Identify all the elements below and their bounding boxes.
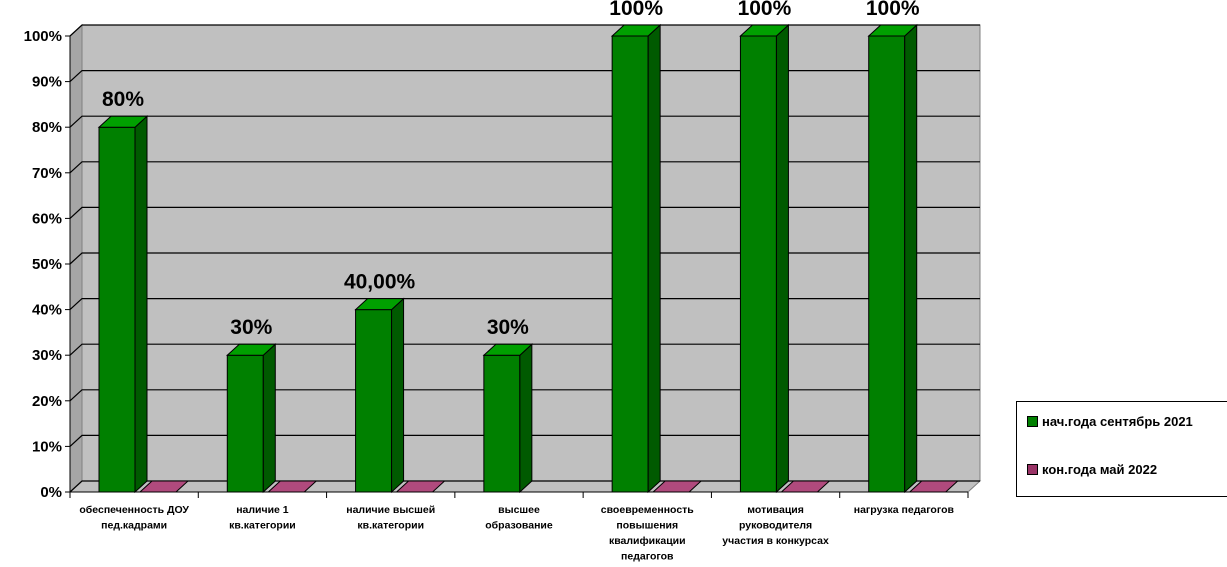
bar-series1-2 <box>354 297 405 494</box>
bar-series2-1 <box>267 480 318 493</box>
bar-series1-0 <box>97 115 149 494</box>
bar-series1-6-face <box>867 24 918 37</box>
data-label-series1-3: 30% <box>487 316 529 339</box>
bar-series1-5-face <box>739 35 777 493</box>
bar-series2-0-face <box>138 480 190 493</box>
data-label-series1-5: 100% <box>738 0 792 20</box>
legend-item-series-1: нач.года сентябрь 2021 <box>1027 414 1193 429</box>
bar-series1-0-face <box>98 126 136 493</box>
bar-series1-5-face <box>775 23 789 494</box>
x-category-label: пед.кадрами <box>101 520 167 532</box>
bar-series1-3-face <box>483 354 521 493</box>
bar-series1-4-face <box>610 24 662 37</box>
gridline <box>69 434 980 447</box>
data-label-series1-6: 100% <box>866 0 920 20</box>
bar-series2-4 <box>651 480 703 493</box>
bar-series2-0 <box>138 480 190 493</box>
bar-series1-5-face <box>739 24 790 37</box>
bar-series1-1-face <box>262 343 276 494</box>
bar-series2-2-face <box>395 480 446 493</box>
y-tick-label: 50% <box>32 256 62 273</box>
bar-series2-5 <box>780 480 831 493</box>
bar-series1-2-face <box>355 309 393 493</box>
gridline <box>69 389 980 402</box>
bar-series1-6 <box>867 23 918 494</box>
y-tick-label: 80% <box>32 119 62 136</box>
bar-series1-3-face <box>482 343 534 356</box>
x-category-label: нагрузка педагогов <box>854 504 955 516</box>
bar-series1-2-face <box>391 297 405 494</box>
bar-series2-5-face <box>780 480 831 493</box>
bar-series1-5 <box>739 23 790 494</box>
x-category-label: своевременность <box>601 504 695 516</box>
bar-series1-4-face <box>647 23 661 494</box>
y-tick-label: 40% <box>32 302 62 319</box>
bar-series1-1-face <box>226 343 277 356</box>
bar-series2-6-face <box>908 480 959 493</box>
x-category-label: квалификации <box>609 535 686 547</box>
gridline <box>69 298 980 311</box>
bar-series1-3-face <box>519 343 533 494</box>
x-category-label: педагогов <box>621 551 674 563</box>
x-category-label: обеспеченность ДОУ <box>79 504 189 516</box>
x-category-label: повышения <box>616 520 678 532</box>
x-category-label: кв.категории <box>357 520 424 532</box>
y-tick-label: 70% <box>32 165 62 182</box>
x-category-label: мотивация <box>747 504 804 516</box>
data-label-series1-2: 40,00% <box>344 271 416 294</box>
bar-series1-6-face <box>868 35 906 493</box>
y-tick-label: 30% <box>32 347 62 364</box>
y-tick-label: 10% <box>32 438 62 455</box>
legend-item-series-2: кон.года май 2022 <box>1027 462 1157 477</box>
bar-series1-2-face <box>354 298 405 311</box>
bar-series1-6-face <box>904 23 918 494</box>
gridline <box>69 161 980 174</box>
data-label-series1-4: 100% <box>609 0 663 20</box>
gridline <box>69 115 980 128</box>
gridline <box>69 206 980 219</box>
data-label-series1-0: 80% <box>102 88 144 111</box>
x-category-label: наличие высшей <box>346 504 435 516</box>
legend-swatch-green <box>1027 416 1038 427</box>
bar-series2-2 <box>395 480 446 493</box>
legend-label-series-1: нач.года сентябрь 2021 <box>1042 414 1193 429</box>
gridline <box>69 343 980 356</box>
y-tick-label: 60% <box>32 210 62 227</box>
y-tick-label: 20% <box>32 393 62 410</box>
x-category-label: руководителя <box>739 520 812 532</box>
bar-series2-4-face <box>651 480 703 493</box>
legend-swatch-purple <box>1027 464 1038 475</box>
gridline <box>69 252 980 265</box>
gridline <box>69 24 980 37</box>
bar-series1-1 <box>226 343 277 494</box>
y-tick-label: 0% <box>40 484 62 501</box>
bar-series2-6 <box>908 480 959 493</box>
bar-series1-0-face <box>97 115 149 128</box>
x-category-label: высшее <box>498 504 540 516</box>
x-category-label: наличие 1 <box>236 504 289 516</box>
bar-series1-1-face <box>226 354 264 493</box>
y-tick-label: 100% <box>24 28 62 45</box>
bar-series1-3 <box>482 343 534 494</box>
chart-legend: нач.года сентябрь 2021 кон.года май 2022 <box>1016 401 1227 497</box>
bar-series1-4 <box>610 23 662 494</box>
gridline <box>69 69 980 83</box>
x-category-label: кв.категории <box>229 520 296 532</box>
bar-series2-1-face <box>267 480 318 493</box>
bar-series1-0-face <box>134 115 148 494</box>
bar-series1-4-face <box>611 35 649 493</box>
x-category-label: участия в конкурсах <box>722 535 829 547</box>
x-category-label: образование <box>485 520 553 532</box>
data-label-series1-1: 30% <box>230 316 272 339</box>
y-tick-label: 90% <box>32 74 62 91</box>
legend-label-series-2: кон.года май 2022 <box>1042 462 1158 477</box>
